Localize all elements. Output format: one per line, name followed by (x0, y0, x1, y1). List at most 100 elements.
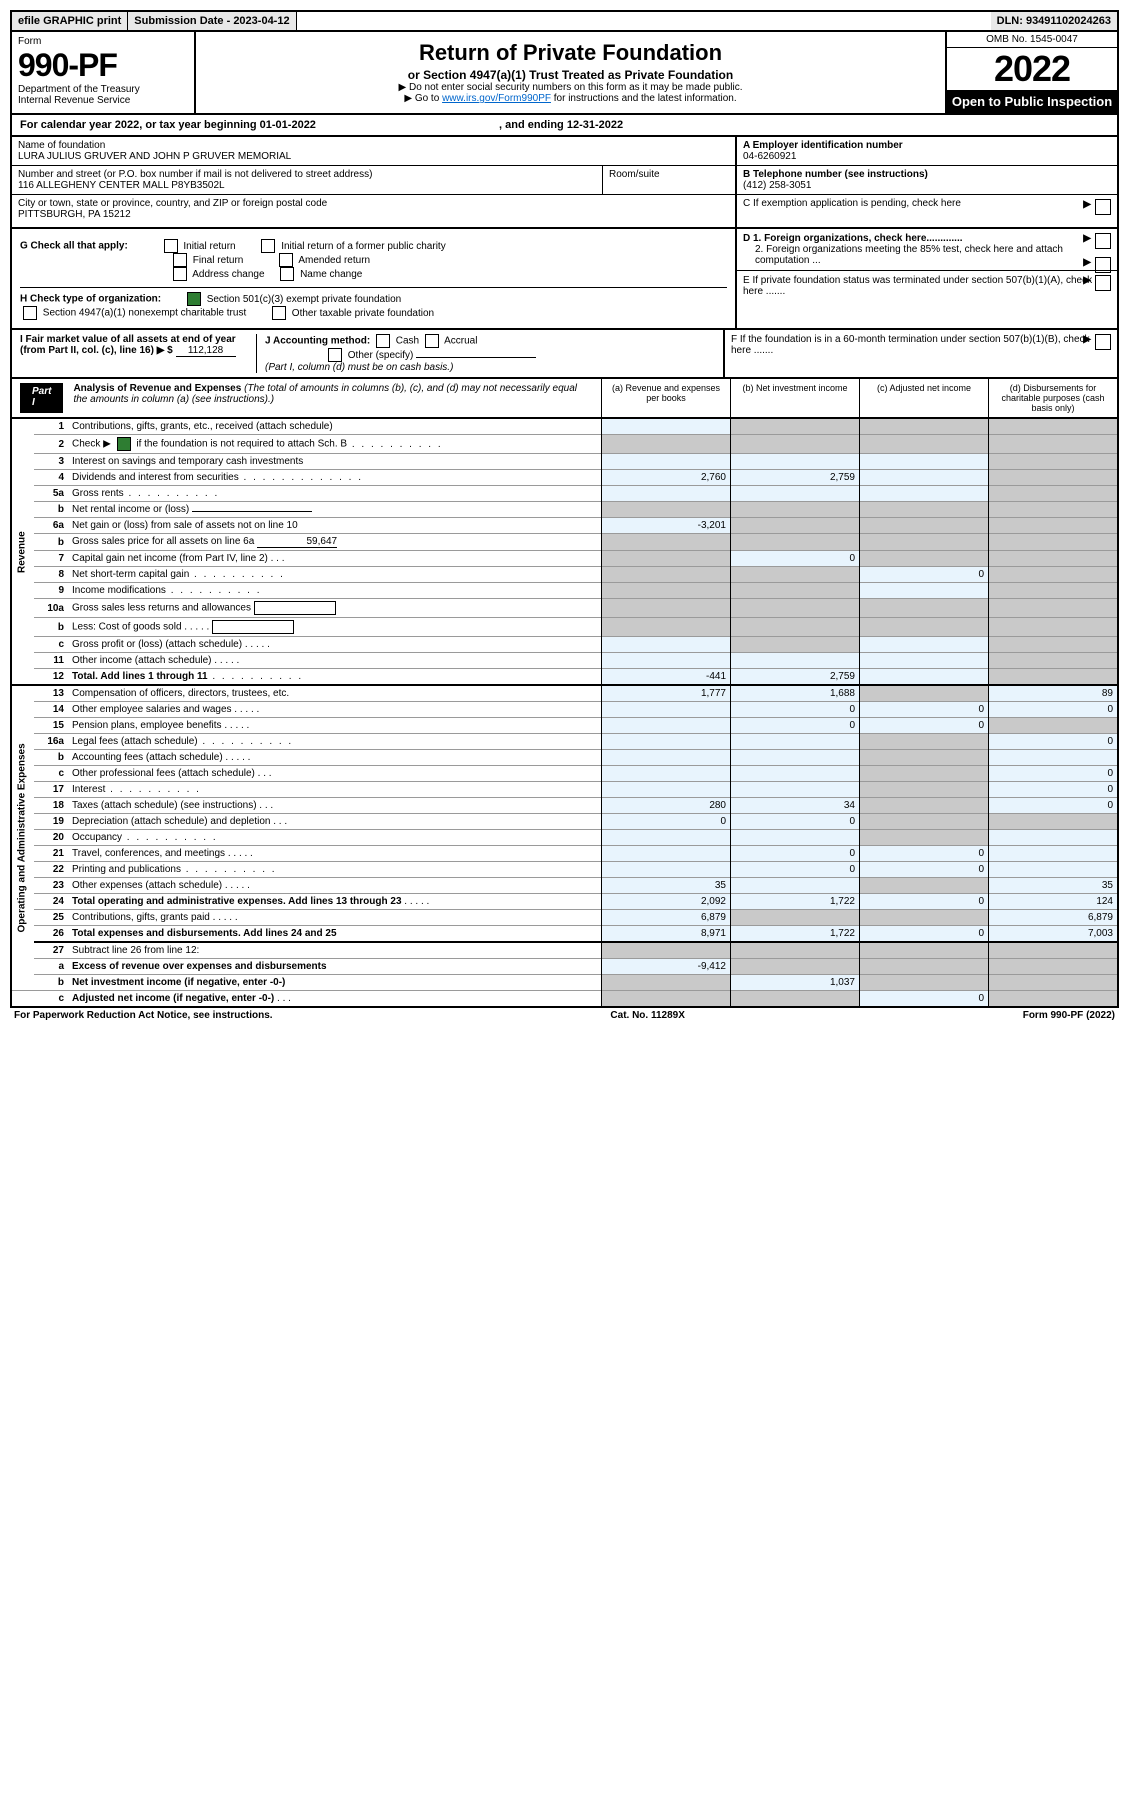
j-accrual-checkbox[interactable] (425, 334, 439, 348)
omb-number: OMB No. 1545-0047 (947, 32, 1117, 48)
c-checkbox[interactable] (1095, 199, 1111, 215)
ein-label: A Employer identification number (743, 140, 903, 151)
col-b-head: (b) Net investment income (730, 379, 859, 417)
form-header: Form 990-PF Department of the Treasury I… (10, 32, 1119, 115)
g-initial-return-checkbox[interactable] (164, 239, 178, 253)
j-other-checkbox[interactable] (328, 348, 342, 362)
e-checkbox[interactable] (1095, 275, 1111, 291)
table-row: cAdjusted net income (if negative, enter… (11, 991, 1118, 1008)
calendar-band: For calendar year 2022, or tax year begi… (10, 115, 1119, 137)
table-row: bGross sales price for all assets on lin… (11, 534, 1118, 551)
table-row: 21Travel, conferences, and meetings . . … (11, 846, 1118, 862)
table-row: 10aGross sales less returns and allowanc… (11, 599, 1118, 618)
table-row: 2 Check ▶ if the foundation is not requi… (11, 435, 1118, 454)
part1-header: Part I Analysis of Revenue and Expenses … (10, 379, 1119, 419)
h-501c3-checkbox[interactable] (187, 292, 201, 306)
g-initial-former-checkbox[interactable] (261, 239, 275, 253)
d2-text: 2. Foreign organizations meeting the 85%… (743, 244, 1111, 266)
table-row: 11Other income (attach schedule) . . . .… (11, 653, 1118, 669)
table-row: 26Total expenses and disbursements. Add … (11, 926, 1118, 943)
part1-title: Analysis of Revenue and Expenses (73, 383, 241, 394)
submission-date: Submission Date - 2023-04-12 (128, 12, 296, 30)
table-row: 24Total operating and administrative exp… (11, 894, 1118, 910)
g-name-change-checkbox[interactable] (280, 267, 294, 281)
j-label: J Accounting method: (265, 336, 370, 347)
table-row: 5aGross rents (11, 486, 1118, 502)
ijf-row: I Fair market value of all assets at end… (10, 330, 1119, 379)
phone: (412) 258-3051 (743, 180, 811, 191)
table-row: 20Occupancy (11, 830, 1118, 846)
table-row: 4Dividends and interest from securities … (11, 470, 1118, 486)
part1-table: Revenue 1Contributions, gifts, grants, e… (10, 419, 1119, 1008)
expenses-side-label: Operating and Administrative Expenses (11, 685, 34, 991)
f-checkbox[interactable] (1095, 334, 1111, 350)
f-text: F If the foundation is in a 60-month ter… (731, 334, 1090, 356)
paperwork-notice: For Paperwork Reduction Act Notice, see … (14, 1010, 273, 1021)
part1-label: Part I (20, 383, 63, 413)
table-row: 22Printing and publications 00 (11, 862, 1118, 878)
dept-label: Department of the Treasury (18, 84, 188, 95)
irs-link[interactable]: www.irs.gov/Form990PF (442, 93, 551, 104)
room-suite-label: Room/suite (602, 166, 735, 194)
table-row: 7Capital gain net income (from Part IV, … (11, 551, 1118, 567)
note-ssn: ▶ Do not enter social security numbers o… (202, 82, 939, 93)
form-title: Return of Private Foundation (202, 40, 939, 66)
h-other-taxable-checkbox[interactable] (272, 306, 286, 320)
table-row: cOther professional fees (attach schedul… (11, 766, 1118, 782)
d1-text: D 1. Foreign organizations, check here..… (743, 233, 963, 244)
i-value: 112,128 (176, 345, 236, 357)
c-text: C If exemption application is pending, c… (743, 198, 961, 209)
table-row: bAccounting fees (attach schedule) . . .… (11, 750, 1118, 766)
table-row: 25Contributions, gifts, grants paid . . … (11, 910, 1118, 926)
g-final-return-checkbox[interactable] (173, 253, 187, 267)
j-cash-checkbox[interactable] (376, 334, 390, 348)
g-address-change-checkbox[interactable] (173, 267, 187, 281)
tax-year: 2022 (947, 48, 1117, 90)
phone-label: B Telephone number (see instructions) (743, 169, 928, 180)
h-4947-checkbox[interactable] (23, 306, 37, 320)
dln: DLN: 93491102024263 (991, 12, 1117, 30)
form-number: 990-PF (18, 47, 188, 84)
irs-label: Internal Revenue Service (18, 95, 188, 106)
table-row: 8Net short-term capital gain 0 (11, 567, 1118, 583)
table-row: 6aNet gain or (loss) from sale of assets… (11, 518, 1118, 534)
entity-info: Name of foundation LURA JULIUS GRUVER AN… (10, 137, 1119, 229)
table-row: 18Taxes (attach schedule) (see instructi… (11, 798, 1118, 814)
table-row: cGross profit or (loss) (attach schedule… (11, 637, 1118, 653)
j-note: (Part I, column (d) must be on cash basi… (265, 362, 453, 373)
table-row: 12Total. Add lines 1 through 11 -4412,75… (11, 669, 1118, 686)
name-label: Name of foundation (18, 140, 729, 151)
col-a-head: (a) Revenue and expenses per books (601, 379, 730, 417)
check-section: G Check all that apply: Initial return I… (10, 229, 1119, 330)
table-row: bNet rental income or (loss) (11, 502, 1118, 518)
address: 116 ALLEGHENY CENTER MALL P8YB3502L (18, 180, 596, 191)
open-public-badge: Open to Public Inspection (947, 90, 1117, 113)
address-label: Number and street (or P.O. box number if… (18, 169, 596, 180)
page-footer: For Paperwork Reduction Act Notice, see … (10, 1008, 1119, 1023)
table-row: bLess: Cost of goods sold . . . . . (11, 618, 1118, 637)
revenue-side-label: Revenue (11, 419, 34, 685)
table-row: 19Depreciation (attach schedule) and dep… (11, 814, 1118, 830)
g-amended-checkbox[interactable] (279, 253, 293, 267)
col-d-head: (d) Disbursements for charitable purpose… (988, 379, 1117, 417)
schb-checkbox[interactable] (117, 437, 131, 451)
city-label: City or town, state or province, country… (18, 198, 729, 209)
col-c-head: (c) Adjusted net income (859, 379, 988, 417)
form-label: Form (18, 36, 188, 47)
foundation-name: LURA JULIUS GRUVER AND JOHN P GRUVER MEM… (18, 151, 729, 162)
table-row: Revenue 1Contributions, gifts, grants, e… (11, 419, 1118, 435)
h-label: H Check type of organization: (20, 294, 161, 305)
table-row: 14Other employee salaries and wages . . … (11, 702, 1118, 718)
table-row: 3Interest on savings and temporary cash … (11, 454, 1118, 470)
ein: 04-6260921 (743, 151, 796, 162)
top-bar: efile GRAPHIC print Submission Date - 20… (10, 10, 1119, 32)
note-goto: ▶ Go to www.irs.gov/Form990PF for instru… (202, 93, 939, 104)
table-row: Operating and Administrative Expenses 13… (11, 685, 1118, 702)
e-text: E If private foundation status was termi… (743, 275, 1092, 297)
table-row: 27Subtract line 26 from line 12: (11, 942, 1118, 959)
efile-label[interactable]: efile GRAPHIC print (12, 12, 128, 30)
form-footer: Form 990-PF (2022) (1023, 1010, 1115, 1021)
table-row: 15Pension plans, employee benefits . . .… (11, 718, 1118, 734)
city: PITTSBURGH, PA 15212 (18, 209, 729, 220)
d1-checkbox[interactable] (1095, 233, 1111, 249)
